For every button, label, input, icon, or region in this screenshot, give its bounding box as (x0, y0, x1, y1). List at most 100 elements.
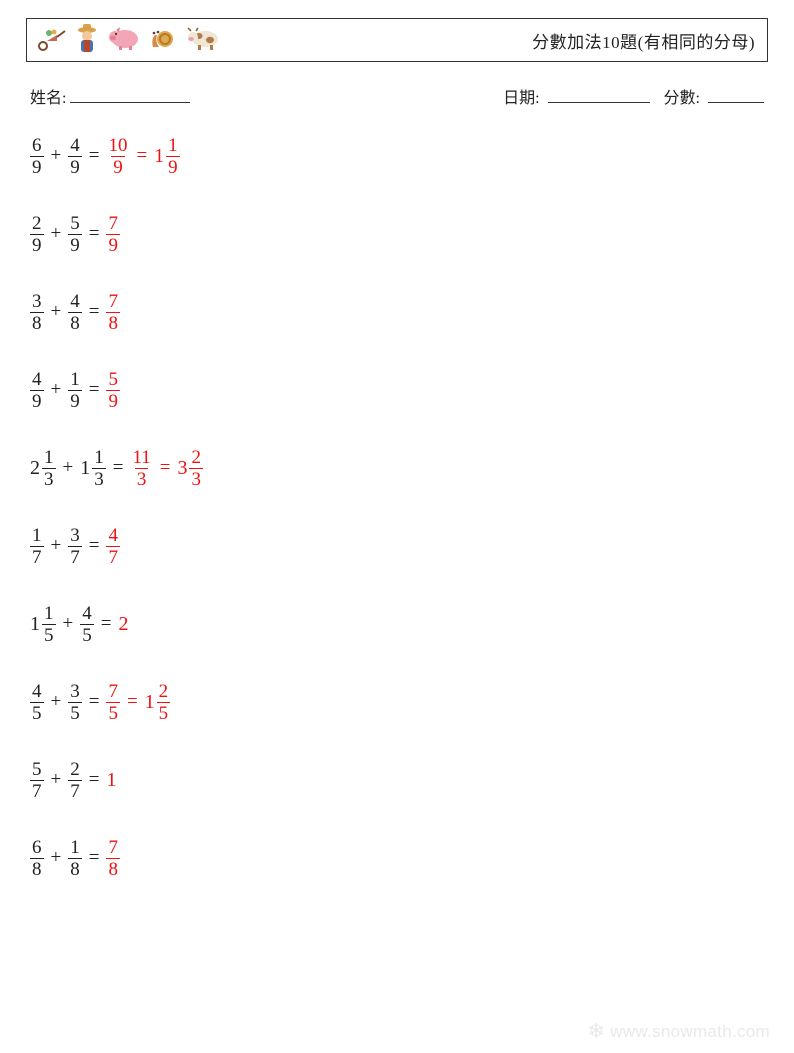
header-box: 分數加法10題(有相同的分母) (26, 18, 768, 62)
numerator: 3 (68, 526, 82, 546)
equals-sign: = (89, 223, 100, 245)
operand-term: 115 (30, 604, 56, 645)
denominator: 7 (30, 546, 44, 567)
problem-row: 29+59=79 (30, 210, 768, 258)
fraction: 69 (30, 136, 44, 177)
name-blank[interactable] (70, 89, 190, 103)
fraction: 19 (166, 136, 180, 177)
fraction: 45 (30, 682, 44, 723)
fraction: 29 (30, 214, 44, 255)
denominator: 7 (106, 546, 120, 567)
cow-icon (185, 24, 223, 57)
equals-sign: = (89, 535, 100, 557)
operand-term: 18 (68, 838, 82, 879)
numerator: 5 (68, 214, 82, 234)
equals-sign: = (160, 457, 171, 479)
watermark-text: www.snowmath.com (610, 1022, 770, 1041)
plus-operator: + (51, 379, 62, 401)
numerator: 5 (30, 760, 44, 780)
numerator: 4 (106, 526, 120, 546)
fraction: 45 (80, 604, 94, 645)
plus-operator: + (51, 847, 62, 869)
denominator: 9 (30, 156, 44, 177)
denominator: 7 (68, 780, 82, 801)
answer-term: 79 (106, 214, 120, 255)
plus-operator: + (63, 457, 74, 479)
pig-icon (107, 24, 143, 57)
denominator: 3 (42, 468, 56, 489)
whole-part: 3 (177, 458, 187, 478)
numerator: 4 (68, 136, 82, 156)
operand-term: 27 (68, 760, 82, 801)
header-icons (35, 22, 223, 59)
numerator: 1 (166, 136, 180, 156)
operand-term: 49 (30, 370, 44, 411)
numerator: 1 (68, 370, 82, 390)
fraction: 79 (106, 214, 120, 255)
operand-term: 57 (30, 760, 44, 801)
numerator: 10 (106, 136, 129, 156)
numerator: 1 (30, 526, 44, 546)
denominator: 5 (80, 624, 94, 645)
denominator: 8 (68, 312, 82, 333)
numerator: 6 (30, 838, 44, 858)
date-field: 日期: (503, 84, 649, 108)
fraction: 27 (68, 760, 82, 801)
answer-term: 125 (145, 682, 171, 723)
operand-term: 69 (30, 136, 44, 177)
denominator: 8 (68, 858, 82, 879)
answer-term: 59 (106, 370, 120, 411)
answer-term: 47 (106, 526, 120, 567)
numerator: 1 (42, 448, 56, 468)
equals-sign: = (113, 457, 124, 479)
plus-operator: + (51, 145, 62, 167)
denominator: 5 (106, 702, 120, 723)
info-row: 姓名: 日期: 分數: (30, 84, 764, 108)
denominator: 8 (30, 858, 44, 879)
fraction: 37 (68, 526, 82, 567)
farmer-icon (73, 22, 101, 59)
operand-term: 45 (80, 604, 94, 645)
equals-sign: = (89, 691, 100, 713)
operand-term: 38 (30, 292, 44, 333)
operand-term: 48 (68, 292, 82, 333)
numerator: 4 (80, 604, 94, 624)
denominator: 8 (30, 312, 44, 333)
whole-part: 1 (154, 146, 164, 166)
numerator: 3 (68, 682, 82, 702)
answer-term: 113 (130, 448, 152, 489)
score-field: 分數: (664, 84, 764, 108)
fraction: 17 (30, 526, 44, 567)
numerator: 6 (30, 136, 44, 156)
fraction: 13 (42, 448, 56, 489)
numerator: 1 (68, 838, 82, 858)
numerator: 11 (130, 448, 152, 468)
fraction: 49 (68, 136, 82, 177)
date-blank[interactable] (548, 89, 650, 103)
score-blank[interactable] (708, 89, 764, 103)
numerator: 7 (106, 214, 120, 234)
date-label: 日期: (503, 90, 539, 107)
answer-term: 2 (118, 613, 128, 636)
plus-operator: + (63, 613, 74, 635)
denominator: 9 (68, 390, 82, 411)
fraction: 78 (106, 292, 120, 333)
operand-term: 35 (68, 682, 82, 723)
problem-row: 17+37=47 (30, 522, 768, 570)
operand-term: 213 (30, 448, 56, 489)
numerator: 2 (189, 448, 203, 468)
name-field: 姓名: (30, 84, 190, 108)
answer-term: 75 (106, 682, 120, 723)
problem-row: 213+113=113=323 (30, 444, 768, 492)
plus-operator: + (51, 535, 62, 557)
fraction: 109 (106, 136, 129, 177)
integer-value: 1 (106, 769, 116, 792)
denominator: 9 (68, 156, 82, 177)
equals-sign: = (89, 847, 100, 869)
operand-term: 68 (30, 838, 44, 879)
snowflake-icon: ❄ (587, 1019, 605, 1044)
operand-term: 45 (30, 682, 44, 723)
name-label: 姓名: (30, 84, 66, 108)
fraction: 35 (68, 682, 82, 723)
equals-sign: = (127, 691, 138, 713)
